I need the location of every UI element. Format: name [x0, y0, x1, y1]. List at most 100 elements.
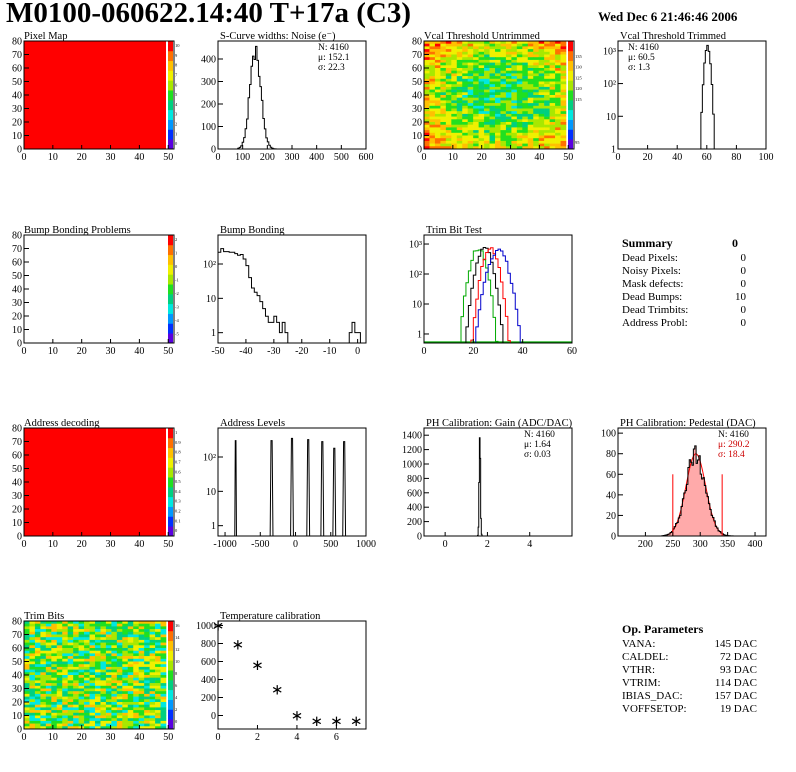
vcal-untrimmed-cell	[473, 59, 479, 63]
vcal-untrimmed-cell	[527, 46, 534, 50]
trim-bits-cell	[138, 658, 145, 662]
vcal-untrimmed-palette-band	[568, 109, 573, 120]
trim-bits-cell	[149, 718, 156, 722]
vcal-untrimmed-cell	[516, 140, 523, 144]
trim-bits-cell	[89, 666, 96, 670]
trim-bits-cell	[67, 653, 74, 657]
trim-bits-cell	[149, 685, 156, 689]
vcal-untrimmed-cell	[549, 119, 556, 123]
vcal-untrimmed-cell	[473, 108, 479, 112]
vcal-untrimmed-cell	[445, 105, 452, 109]
temp-calib-panel: Temperature calibration∗∗∗∗∗ ∗ ∗ ∗0 2 4 602004…	[196, 611, 367, 743]
trim-bits-cell	[95, 712, 101, 716]
trim-bits-cell	[89, 669, 96, 673]
trim-bits-cell	[127, 683, 134, 687]
trim-bits-cell	[78, 623, 85, 627]
trim-bits-cell	[89, 699, 96, 703]
vcal-untrimmed-cell	[484, 70, 490, 74]
vcal-untrimmed-cell	[484, 89, 490, 93]
vcal-untrimmed-cell	[429, 95, 436, 98]
vcal-untrimmed-cell	[549, 78, 556, 82]
trim-bits-cell	[105, 691, 112, 695]
trim-bits-cell	[116, 621, 123, 624]
vcal-untrimmed-cell	[434, 54, 441, 58]
trim-bits-cell	[144, 634, 150, 638]
trim-bits-cell	[116, 639, 123, 643]
vcal-untrimmed-cell	[478, 127, 485, 131]
vcal-untrimmed-cell	[538, 46, 545, 50]
trim-bits-cell	[133, 718, 139, 722]
vcal-untrimmed-cell	[500, 62, 507, 66]
vcal-untrimmed-cell	[478, 76, 485, 80]
trim-bits-cell	[67, 723, 74, 727]
trim-bits-cell	[133, 629, 139, 633]
summary-item-value: 10	[735, 291, 746, 303]
vcal-untrimmed-cell	[538, 86, 545, 90]
trim-bits-cell	[144, 666, 150, 670]
vcal-untrimmed-cell	[500, 113, 507, 117]
vcal-untrimmed-cell	[473, 84, 479, 88]
temp-calib-xtick-label: 2	[255, 732, 260, 743]
trim-bits-cell	[78, 675, 85, 678]
trim-bits-cell	[45, 669, 52, 673]
vcal-untrimmed-cell	[445, 143, 452, 147]
vcal-untrimmed-cell	[424, 140, 430, 144]
vcal-untrimmed-cell	[516, 100, 523, 104]
vcal-untrimmed-cell	[456, 59, 463, 63]
vcal-untrimmed-cell	[489, 41, 496, 44]
vcal-untrimmed-cell	[511, 65, 518, 69]
trim-bits-cell	[155, 702, 161, 705]
vcal-untrimmed-cell	[445, 41, 452, 44]
vcal-untrimmed-cell	[424, 143, 430, 147]
trim-bits-cell	[116, 723, 123, 727]
vcal-untrimmed-cell	[429, 59, 436, 63]
trim-bits-cell	[67, 702, 74, 705]
vcal-untrimmed-cell	[527, 138, 534, 142]
pixel-map-palette-band	[168, 80, 173, 91]
trim-bits-cell	[73, 677, 79, 681]
trim-bits-cell	[138, 712, 145, 716]
trim-bits-cell	[100, 675, 107, 678]
vcal-untrimmed-cell	[527, 143, 534, 147]
vcal-untrimmed-cell	[549, 70, 556, 74]
trim-bits-cell	[100, 704, 107, 708]
vcal-untrimmed-cell	[538, 124, 545, 128]
vcal-untrimmed-palette-band	[568, 119, 573, 130]
vcal-untrimmed-cell	[473, 43, 479, 47]
vcal-untrimmed-cell	[478, 84, 485, 88]
bump-problems-ytick-label: 10	[12, 325, 22, 336]
bump-problems-frame	[23, 234, 175, 344]
vcal-untrimmed-cell	[505, 43, 512, 47]
trim-bits-cell	[78, 696, 85, 700]
vcal-untrimmed-cell	[527, 130, 534, 134]
vcal-untrimmed-cell	[489, 108, 496, 112]
vcal-untrimmed-cell	[500, 105, 507, 109]
vcal-untrimmed-cell	[434, 95, 441, 98]
vcal-untrimmed-cell	[440, 130, 447, 134]
temp-calib-point: ∗	[291, 707, 304, 725]
trim-bits-cell	[133, 677, 139, 681]
ph-pedestal-ytick-label: 100	[601, 429, 616, 440]
trim-bits-ztick-label: 12	[175, 647, 180, 652]
vcal-untrimmed-cell	[434, 65, 441, 69]
trim-bits-cell	[144, 710, 150, 714]
trim-bits-cell	[133, 672, 139, 676]
vcal-untrimmed-cell	[500, 86, 507, 90]
vcal-untrimmed-cell	[544, 73, 550, 77]
trim-bits-cell	[95, 723, 101, 727]
op-param-row: VTHR: 93 DAC	[622, 664, 757, 677]
trim-bits-cell	[73, 680, 79, 684]
vcal-untrimmed-cell	[429, 113, 436, 117]
vcal-untrimmed-cell	[495, 46, 501, 50]
vcal-untrimmed-cell	[489, 78, 496, 82]
trim-bits-cell	[138, 634, 145, 638]
vcal-untrimmed-cell	[424, 127, 430, 131]
vcal-untrimmed-cell	[451, 86, 458, 90]
trim-bits-cell	[144, 669, 150, 673]
vcal-untrimmed-cell	[473, 138, 479, 142]
addr-decoding-xtick-label: 50	[163, 539, 173, 550]
trim-bits-cell	[105, 645, 112, 649]
trim-bits-cell	[62, 677, 68, 681]
addr-decoding-panel: Address decoding10.90.80.70.60.50.40.30.…	[12, 418, 181, 550]
vcal-untrimmed-cell	[484, 41, 490, 44]
